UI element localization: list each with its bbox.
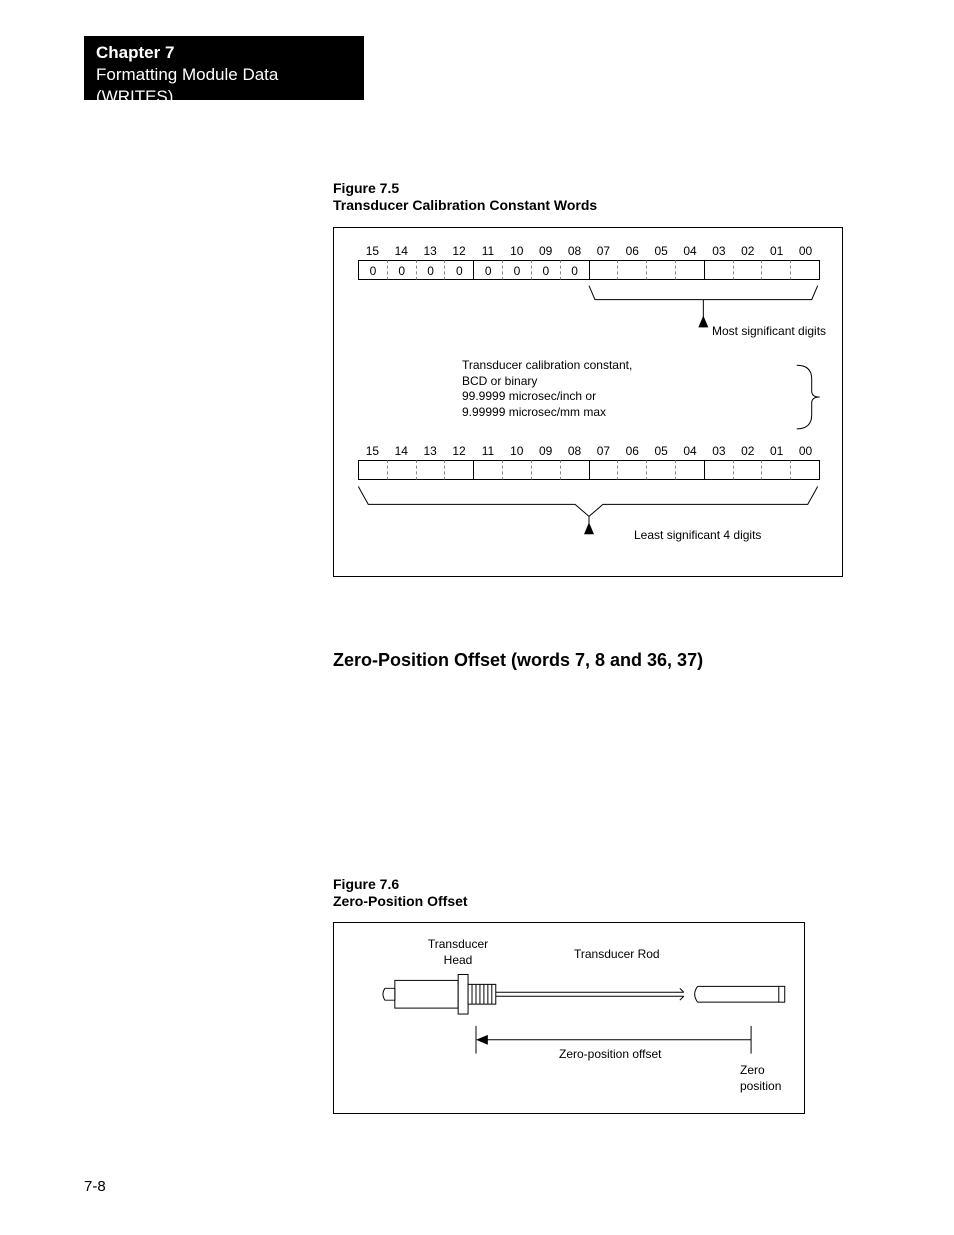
bit-header: 07: [589, 442, 618, 460]
bit-header: 15: [358, 442, 387, 460]
figure-7-5-number: Figure 7.5: [333, 180, 597, 197]
bit-cell: 0: [416, 260, 445, 280]
bit-cell: [733, 260, 762, 280]
bit-header: 02: [733, 242, 762, 260]
bit-cell: [617, 260, 646, 280]
bit-cell: [646, 260, 675, 280]
figure-7-6-diagram: Transducer Head Transducer Rod: [333, 922, 805, 1114]
bit-cell: [704, 460, 733, 480]
bit-header: 04: [676, 242, 705, 260]
bit-header: 03: [705, 242, 734, 260]
bit-header: 10: [502, 442, 531, 460]
bit-header: 13: [416, 442, 445, 460]
bit-header: 07: [589, 242, 618, 260]
calibration-description: Transducer calibration constant, BCD or …: [462, 358, 632, 420]
bit-cell: [646, 460, 675, 480]
bit-header: 05: [647, 242, 676, 260]
chapter-banner: Chapter 7 Formatting Module Data (WRITES…: [84, 36, 364, 100]
bit-header: 08: [560, 242, 589, 260]
bit-header: 14: [387, 242, 416, 260]
bit-header: 14: [387, 442, 416, 460]
bit-cell: [473, 460, 502, 480]
bit-header: 04: [676, 442, 705, 460]
word1-bit-cells: 0 0 0 0 0 0 0 0: [358, 260, 820, 280]
bit-header: 11: [474, 442, 503, 460]
cal-desc-line: BCD or binary: [462, 374, 632, 390]
bit-header: 00: [791, 242, 820, 260]
bit-header: 11: [474, 242, 503, 260]
bit-cell: [387, 460, 416, 480]
bit-cell: [444, 460, 473, 480]
bit-cell: [560, 460, 589, 480]
bit-header: 15: [358, 242, 387, 260]
zero-position-label: Zero position: [740, 1063, 781, 1094]
zero-position-offset-label: Zero-position offset: [559, 1047, 662, 1063]
bit-cell: 0: [444, 260, 473, 280]
least-significant-digits-label: Least significant 4 digits: [634, 528, 761, 544]
bit-header: 09: [531, 442, 560, 460]
bit-cell: 0: [358, 260, 387, 280]
bit-header: 06: [618, 442, 647, 460]
bit-cell: [790, 260, 820, 280]
figure-7-6-caption: Figure 7.6 Zero-Position Offset: [333, 876, 468, 910]
bit-header: 08: [560, 442, 589, 460]
bit-cell: [416, 460, 445, 480]
bit-cell: [531, 460, 560, 480]
bit-header: 03: [705, 442, 734, 460]
page-number: 7-8: [84, 1178, 106, 1195]
figure-7-6-overlay: [334, 923, 804, 1113]
bit-cell: [589, 460, 618, 480]
bit-cell: [617, 460, 646, 480]
figure-7-5-caption: Figure 7.5 Transducer Calibration Consta…: [333, 180, 597, 214]
bit-header: 13: [416, 242, 445, 260]
chapter-title: Formatting Module Data (WRITES): [96, 64, 352, 108]
bit-header: 12: [445, 442, 474, 460]
figure-7-5-title: Transducer Calibration Constant Words: [333, 197, 597, 214]
bit-header: 12: [445, 242, 474, 260]
figure-7-5-diagram: 15 14 13 12 11 10 09 08 07 06 05 04 03 0…: [333, 227, 843, 577]
transducer-rod-label: Transducer Rod: [574, 947, 660, 963]
bit-cell: [704, 260, 733, 280]
bit-cell: [761, 260, 790, 280]
cal-desc-line: Transducer calibration constant,: [462, 358, 632, 374]
bit-header: 06: [618, 242, 647, 260]
bit-cell: 0: [560, 260, 589, 280]
word1-bit-headers: 15 14 13 12 11 10 09 08 07 06 05 04 03 0…: [358, 242, 820, 260]
bit-cell: [733, 460, 762, 480]
most-significant-digits-label: Most significant digits: [712, 324, 826, 340]
section-heading: Zero-Position Offset (words 7, 8 and 36,…: [333, 650, 703, 671]
bit-cell: [589, 260, 618, 280]
bit-cell: 0: [473, 260, 502, 280]
bit-cell: [502, 460, 531, 480]
page: Chapter 7 Formatting Module Data (WRITES…: [0, 0, 954, 1235]
bit-cell: 0: [502, 260, 531, 280]
word2-bit-headers: 15 14 13 12 11 10 09 08 07 06 05 04 03 0…: [358, 442, 820, 460]
chapter-number: Chapter 7: [96, 42, 352, 64]
bit-header: 09: [531, 242, 560, 260]
bit-cell: [790, 460, 820, 480]
word2-bit-cells: [358, 460, 820, 480]
bit-header: 01: [762, 242, 791, 260]
bit-cell: [675, 260, 704, 280]
cal-desc-line: 99.9999 microsec/inch or: [462, 389, 632, 405]
bit-header: 00: [791, 442, 820, 460]
figure-7-6-number: Figure 7.6: [333, 876, 468, 893]
bit-cell: [675, 460, 704, 480]
figure-7-6-title: Zero-Position Offset: [333, 893, 468, 910]
bit-header: 02: [733, 442, 762, 460]
bit-header: 10: [502, 242, 531, 260]
bit-cell: [761, 460, 790, 480]
bit-cell: 0: [387, 260, 416, 280]
bit-cell: 0: [531, 260, 560, 280]
bit-header: 01: [762, 442, 791, 460]
cal-desc-line: 9.99999 microsec/mm max: [462, 405, 632, 421]
bit-header: 05: [647, 442, 676, 460]
bit-cell: [358, 460, 387, 480]
transducer-head-label: Transducer Head: [418, 937, 498, 968]
